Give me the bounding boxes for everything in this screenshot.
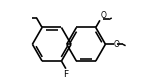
Text: O: O xyxy=(100,11,106,20)
Text: O: O xyxy=(114,40,120,49)
Text: F: F xyxy=(63,70,68,79)
